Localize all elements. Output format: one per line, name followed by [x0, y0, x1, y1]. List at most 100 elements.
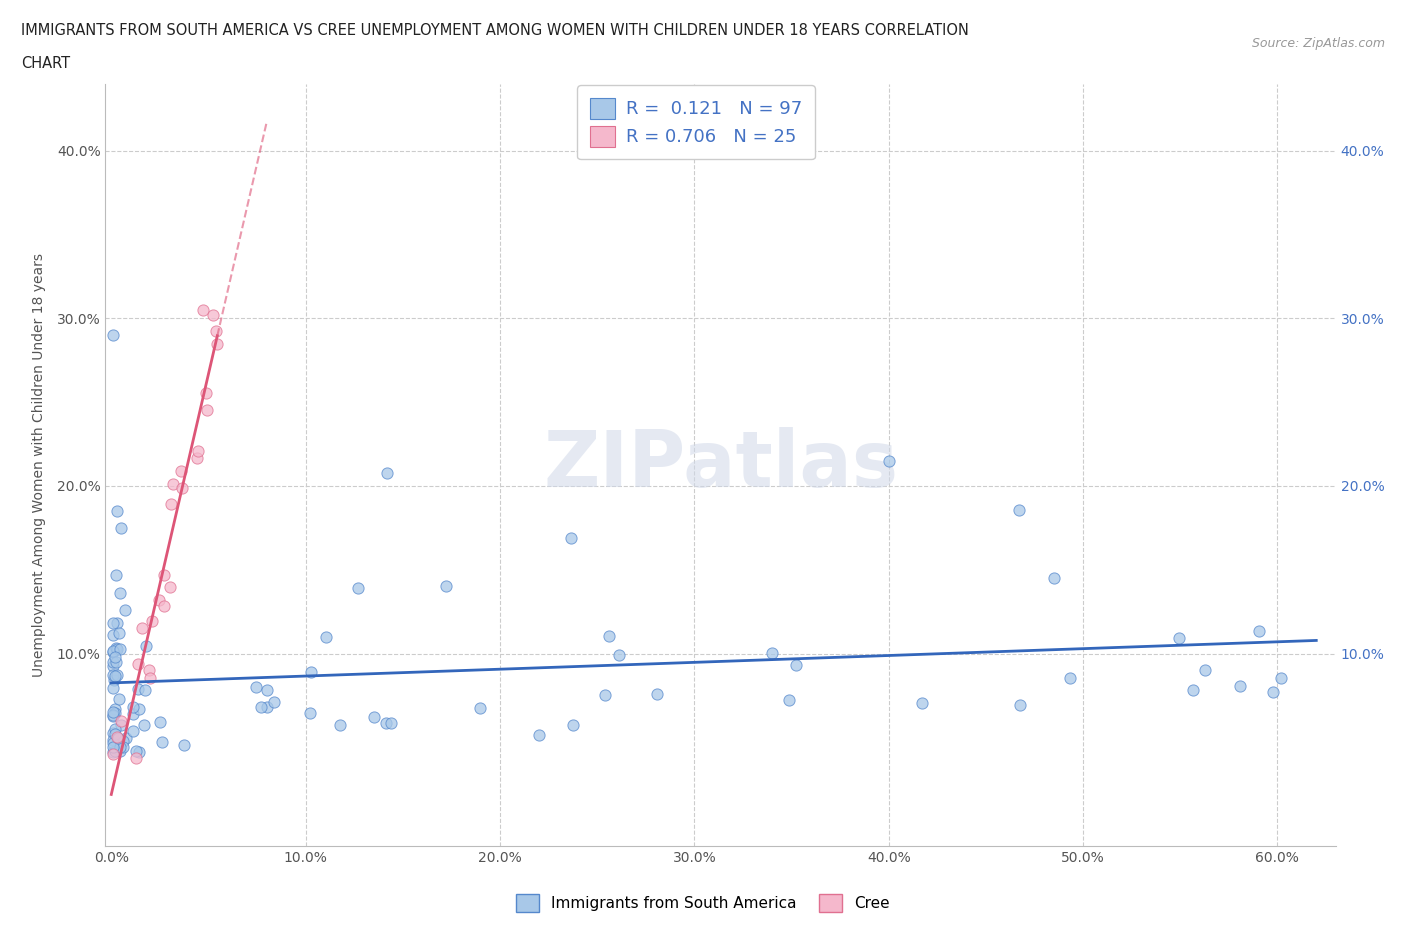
Point — [1229, 679, 1251, 694]
Point — [263, 694, 285, 709]
Point — [150, 735, 173, 750]
Point — [201, 308, 224, 323]
Y-axis label: Unemployment Among Women with Children Under 18 years: Unemployment Among Women with Children U… — [31, 253, 45, 677]
Point — [249, 699, 271, 714]
Point — [110, 717, 132, 732]
Point — [315, 630, 337, 644]
Point — [103, 708, 125, 723]
Text: CHART: CHART — [21, 56, 70, 71]
Point — [103, 681, 125, 696]
Point — [103, 327, 125, 342]
Point — [170, 464, 193, 479]
Point — [347, 581, 370, 596]
Point — [128, 702, 150, 717]
Point — [104, 641, 127, 656]
Point — [160, 497, 183, 512]
Point — [607, 647, 630, 662]
Point — [103, 659, 125, 674]
Point — [141, 614, 163, 629]
Point — [138, 663, 160, 678]
Point — [1270, 671, 1292, 685]
Point — [128, 745, 150, 760]
Point — [761, 645, 783, 660]
Point — [256, 699, 278, 714]
Point — [134, 683, 156, 698]
Point — [207, 337, 229, 352]
Point — [103, 744, 125, 759]
Point — [108, 691, 131, 706]
Point — [107, 730, 129, 745]
Point — [778, 693, 800, 708]
Text: Source: ZipAtlas.com: Source: ZipAtlas.com — [1251, 37, 1385, 50]
Point — [256, 683, 278, 698]
Point — [173, 737, 195, 752]
Point — [785, 658, 807, 672]
Point — [527, 728, 550, 743]
Point — [195, 386, 218, 401]
Point — [105, 616, 128, 631]
Point — [186, 451, 208, 466]
Point — [380, 716, 402, 731]
Point — [195, 403, 218, 418]
Point — [104, 722, 127, 737]
Point — [1008, 502, 1031, 517]
Point — [562, 717, 585, 732]
Point — [103, 628, 125, 643]
Point — [103, 736, 125, 751]
Point — [110, 521, 132, 536]
Point — [105, 567, 128, 582]
Point — [298, 706, 321, 721]
Point — [191, 302, 214, 317]
Point — [103, 650, 125, 665]
Point — [363, 709, 385, 724]
Point — [103, 644, 125, 658]
Text: IMMIGRANTS FROM SOUTH AMERICA VS CREE UNEMPLOYMENT AMONG WOMEN WITH CHILDREN UND: IMMIGRANTS FROM SOUTH AMERICA VS CREE UN… — [21, 23, 969, 38]
Point — [103, 616, 125, 631]
Point — [170, 481, 193, 496]
Point — [103, 645, 125, 660]
Point — [122, 707, 145, 722]
Point — [598, 629, 620, 644]
Point — [131, 621, 153, 636]
Point — [103, 725, 125, 740]
Legend: Immigrants from South America, Cree: Immigrants from South America, Cree — [510, 888, 896, 918]
Point — [105, 667, 128, 682]
Point — [1182, 683, 1205, 698]
Point — [104, 669, 127, 684]
Point — [104, 727, 127, 742]
Point — [375, 465, 398, 480]
Point — [434, 578, 457, 593]
Point — [152, 598, 174, 613]
Point — [153, 568, 176, 583]
Point — [104, 743, 127, 758]
Point — [329, 718, 352, 733]
Point — [104, 705, 127, 720]
Point — [205, 324, 228, 339]
Point — [103, 709, 125, 724]
Point — [595, 688, 617, 703]
Point — [245, 680, 267, 695]
Point — [125, 751, 148, 765]
Point — [149, 715, 172, 730]
Point — [114, 603, 136, 618]
Point — [138, 671, 160, 685]
Point — [103, 747, 125, 762]
Point — [1249, 624, 1271, 639]
Point — [122, 699, 145, 714]
Point — [110, 713, 132, 728]
Point — [103, 733, 125, 748]
Point — [111, 739, 134, 754]
Point — [105, 642, 128, 657]
Point — [159, 580, 181, 595]
Point — [162, 476, 184, 491]
Text: ZIPatlas: ZIPatlas — [543, 427, 898, 503]
Point — [104, 701, 127, 716]
Point — [104, 654, 127, 669]
Point — [103, 740, 125, 755]
Point — [122, 724, 145, 738]
Point — [103, 672, 125, 687]
Point — [108, 642, 131, 657]
Point — [105, 730, 128, 745]
Point — [125, 744, 148, 759]
Point — [1168, 631, 1191, 645]
